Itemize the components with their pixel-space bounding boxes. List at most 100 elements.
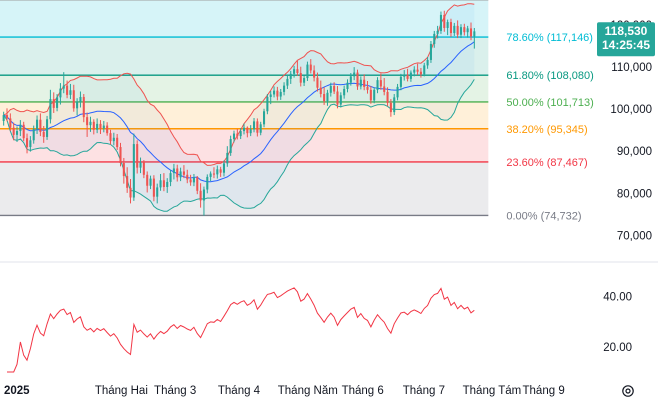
candle (22, 121, 25, 142)
candle-body (116, 137, 119, 148)
candle-body (356, 72, 359, 87)
candle-body (236, 133, 239, 137)
candle (146, 171, 149, 193)
last-price-badge: 118,530 14:25:45 (597, 22, 655, 57)
candle (222, 160, 226, 177)
candle-body (172, 168, 175, 174)
candle (2, 111, 5, 126)
candle-body (46, 119, 49, 137)
candle (99, 120, 102, 134)
candle (26, 133, 29, 154)
candle (149, 175, 152, 190)
candlestick-series (2, 10, 476, 216)
candle (416, 63, 419, 76)
candle (159, 173, 162, 191)
candle (329, 82, 332, 97)
candle-body (212, 173, 215, 175)
time-axis[interactable]: 2025 Tháng Hai Tháng 3 Tháng 4 Tháng Năm Thán… (4, 385, 565, 397)
candle-body (413, 69, 416, 73)
candle (316, 72, 319, 92)
candle (333, 82, 336, 95)
candle-body (436, 30, 439, 34)
candle-body (406, 75, 409, 79)
candle-body (89, 121, 92, 126)
candle (129, 179, 132, 204)
upper-band-line (3, 3, 475, 166)
candle (313, 65, 316, 82)
candle-body (443, 14, 446, 28)
candle-body (72, 90, 75, 109)
candle (186, 169, 189, 184)
candle (62, 72, 65, 94)
fib-level-label: 50.00% (101,713) (506, 97, 593, 109)
candle (423, 62, 426, 77)
candle-body (419, 71, 422, 75)
candle (293, 65, 296, 78)
candle (399, 73, 402, 91)
candle (419, 67, 422, 78)
candle-body (52, 99, 55, 108)
candle-body (256, 121, 259, 133)
candle-body (386, 91, 389, 103)
candle (373, 87, 376, 104)
fib-level-label: 38.20% (95,345) (506, 124, 587, 136)
candle-body (369, 89, 372, 101)
candle (96, 118, 99, 134)
candle-body (39, 119, 42, 132)
candle-body (226, 152, 229, 164)
candle-body (399, 76, 402, 87)
candle (346, 79, 349, 93)
candle (456, 20, 459, 39)
candle (303, 75, 306, 87)
candle-body (449, 22, 452, 34)
candle-body (329, 86, 332, 93)
candle-body (469, 28, 473, 37)
candle-body (152, 178, 155, 197)
candle (353, 67, 356, 81)
candle (162, 173, 165, 192)
candle (406, 68, 409, 82)
candle-body (179, 171, 182, 178)
candle (109, 129, 112, 145)
candle (383, 78, 386, 96)
candle (413, 66, 416, 77)
candle (59, 83, 62, 105)
candle-body (389, 102, 392, 113)
candle (283, 82, 286, 96)
time-tick-label: Tháng 3 (154, 385, 196, 397)
candle-body (5, 115, 9, 119)
candle-body (366, 86, 369, 90)
candle (339, 92, 342, 108)
candle (132, 133, 135, 201)
candle (156, 183, 159, 204)
candle (196, 176, 199, 195)
candle (266, 94, 269, 115)
candle-body (353, 72, 356, 77)
candle-body (192, 177, 195, 183)
candle (189, 174, 192, 186)
candle-body (182, 171, 185, 175)
gear-icon[interactable] (622, 385, 634, 397)
candle (379, 73, 382, 90)
candle-body (286, 78, 289, 86)
fibonacci-retracement (0, 0, 489, 217)
candle-body (76, 101, 79, 109)
candle-body (129, 187, 132, 198)
candle (239, 128, 242, 140)
candle-body (29, 140, 32, 148)
candle-body (289, 73, 292, 79)
candle-body (169, 173, 172, 182)
candle-body (32, 128, 35, 141)
candle (142, 160, 145, 179)
candle (152, 175, 155, 202)
fibonacci-labels: 78.60% (117,146) 61.80% (108,080) 50.00% (… (506, 32, 593, 222)
candle (429, 41, 432, 63)
candle (296, 60, 299, 76)
candle (106, 122, 109, 136)
candle (19, 120, 22, 137)
candle (15, 126, 19, 142)
candle (299, 66, 302, 87)
candle-body (409, 72, 412, 79)
candle (466, 25, 469, 38)
